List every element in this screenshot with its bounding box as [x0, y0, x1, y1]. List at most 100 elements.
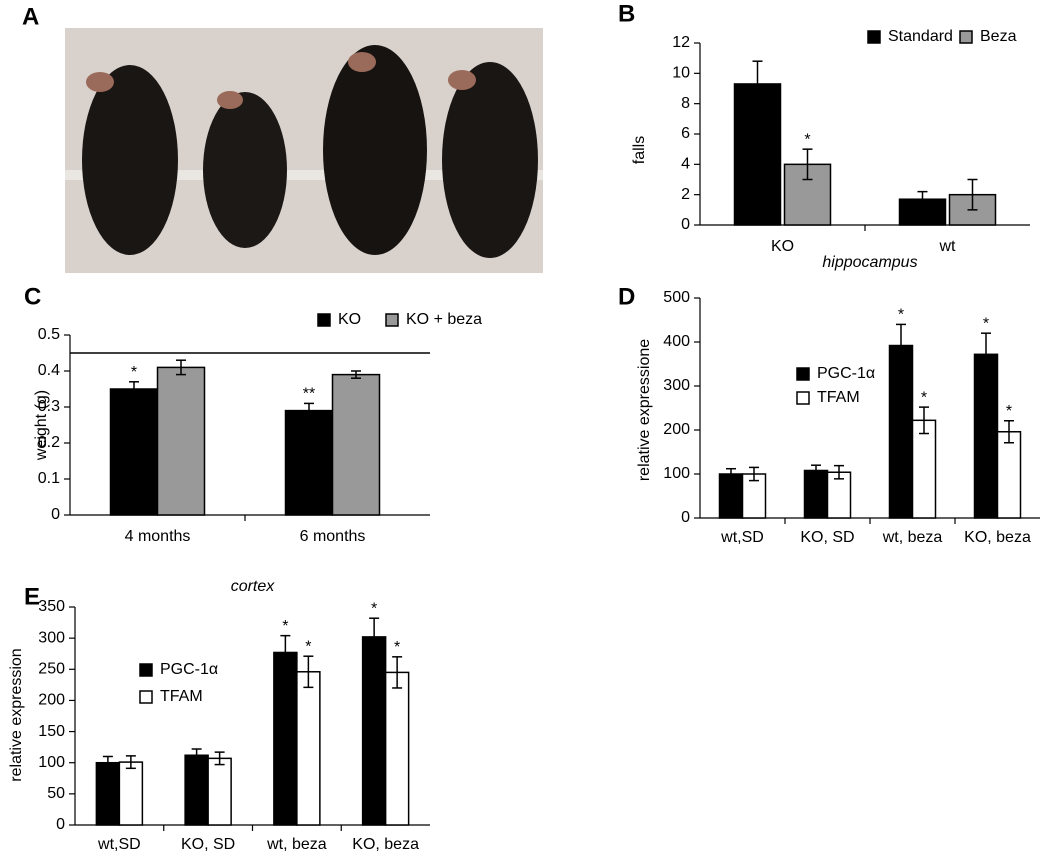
- x-tick-label: wt, beza: [266, 836, 327, 853]
- y-axis-label: relative expression: [8, 648, 25, 781]
- y-tick-label: 250: [38, 661, 65, 678]
- x-tick-label: KO, SD: [800, 529, 854, 546]
- significance-label: *: [282, 618, 288, 635]
- y-tick-label: 8: [681, 95, 690, 112]
- legend-swatch: [385, 313, 399, 327]
- legend-label: KO + beza: [406, 311, 482, 328]
- bar: [718, 473, 744, 519]
- error-bar: [280, 634, 291, 671]
- significance-label: *: [305, 638, 311, 655]
- chart-title: cortex: [231, 578, 276, 595]
- legend-label: TFAM: [817, 389, 860, 406]
- bar: [331, 373, 381, 516]
- y-tick-label: 400: [663, 333, 690, 350]
- error-bar: [214, 751, 225, 766]
- significance-label: *: [394, 639, 400, 656]
- bar: [296, 671, 321, 826]
- bar: [911, 419, 937, 519]
- error-bar: [811, 464, 821, 477]
- error-bar: [129, 381, 139, 397]
- y-tick-label: 0: [681, 509, 690, 526]
- y-tick-label: 100: [663, 465, 690, 482]
- bar: [361, 636, 387, 826]
- error-bar: [917, 190, 928, 208]
- panel-label: D: [618, 283, 635, 310]
- y-tick-label: 12: [672, 34, 690, 51]
- y-tick-label: 0: [56, 816, 65, 833]
- bar: [284, 409, 334, 516]
- error-bar: [802, 148, 813, 181]
- legend-swatch: [317, 313, 331, 327]
- error-bar: [351, 370, 361, 379]
- y-tick-label: 50: [47, 785, 65, 802]
- panel-label: C: [24, 283, 41, 310]
- legend-label: KO: [338, 311, 361, 328]
- x-tick-label: wt,SD: [97, 836, 141, 853]
- panel-label: E: [24, 583, 40, 610]
- y-tick-label: 200: [663, 421, 690, 438]
- significance-label: *: [898, 307, 904, 324]
- error-bar: [303, 655, 314, 689]
- legend-swatch: [139, 663, 153, 677]
- bar: [156, 366, 206, 516]
- bar: [118, 761, 144, 826]
- bar: [888, 344, 914, 519]
- y-axis-label: falls: [631, 136, 648, 164]
- error-bar: [919, 406, 929, 435]
- error-bar: [369, 617, 380, 657]
- error-bar: [896, 323, 906, 368]
- y-tick-label: 6: [681, 125, 690, 142]
- error-bar: [834, 464, 844, 480]
- error-bar: [125, 755, 136, 770]
- bar: [384, 671, 410, 826]
- y-tick-label: 300: [38, 629, 65, 646]
- x-tick-label: KO, SD: [181, 836, 235, 853]
- bar: [973, 353, 999, 519]
- bar: [109, 388, 159, 516]
- legend-swatch: [959, 30, 973, 44]
- panel-label: B: [618, 0, 635, 27]
- error-bar: [726, 467, 736, 481]
- y-tick-label: 100: [38, 754, 65, 771]
- y-tick-label: 4: [681, 156, 690, 173]
- y-tick-label: 300: [663, 377, 690, 394]
- legend-swatch: [139, 690, 153, 704]
- error-bar: [392, 656, 403, 689]
- legend-swatch: [796, 367, 810, 381]
- legend-label: TFAM: [160, 688, 203, 705]
- significance-label: *: [921, 389, 927, 406]
- y-tick-label: 0.4: [38, 362, 60, 379]
- y-tick-label: 10: [672, 65, 690, 82]
- x-tick-label: wt: [939, 238, 957, 255]
- panel-label: A: [22, 3, 39, 30]
- significance-label: *: [131, 364, 137, 381]
- x-tick-label: KO, beza: [964, 529, 1031, 546]
- legend-label: PGC-1α: [160, 661, 218, 678]
- legend-label: PGC-1α: [817, 365, 875, 382]
- y-axis-label: relative expressione: [636, 339, 653, 481]
- bar: [95, 761, 121, 826]
- legend-swatch: [867, 30, 881, 44]
- legend-swatch: [796, 391, 810, 405]
- significance-label: *: [1006, 403, 1012, 420]
- x-tick-label: 6 months: [300, 528, 366, 545]
- error-bar: [191, 748, 202, 763]
- x-tick-label: 4 months: [125, 528, 191, 545]
- significance-label: *: [804, 131, 810, 148]
- y-tick-label: 500: [663, 289, 690, 306]
- bar: [803, 469, 829, 519]
- y-tick-label: 150: [38, 723, 65, 740]
- x-tick-label: KO, beza: [352, 836, 419, 853]
- error-bar: [176, 359, 186, 376]
- y-tick-label: 200: [38, 692, 65, 709]
- x-tick-label: wt,SD: [720, 529, 764, 546]
- significance-label: *: [371, 600, 377, 617]
- y-axis-label: weight (g): [33, 390, 50, 461]
- x-tick-label: wt, beza: [882, 529, 943, 546]
- y-tick-label: 350: [38, 598, 65, 615]
- error-bar: [752, 60, 763, 108]
- bar: [996, 431, 1022, 519]
- y-tick-label: 2: [681, 186, 690, 203]
- error-bar: [967, 178, 978, 211]
